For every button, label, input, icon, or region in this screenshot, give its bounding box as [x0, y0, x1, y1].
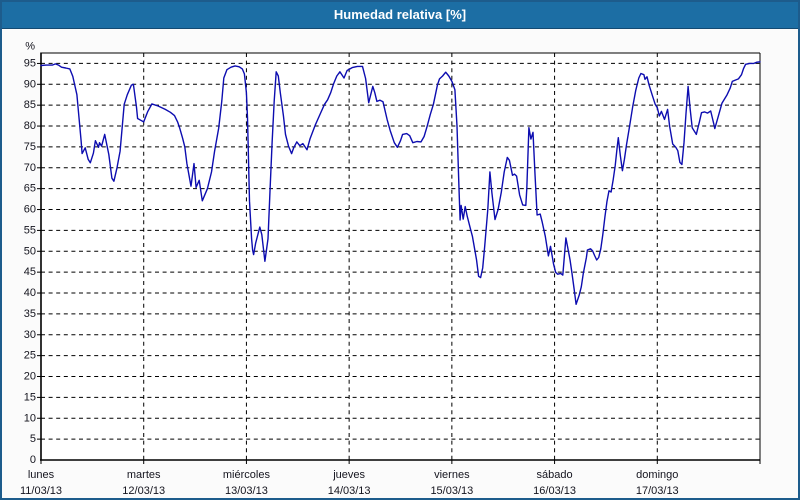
y-tick-label: 25 [24, 350, 36, 362]
y-tick-label: 10 [24, 412, 36, 424]
x-day-name-label: martes [127, 469, 161, 481]
y-tick-label: 45 [24, 266, 36, 278]
y-tick-label: 5 [30, 433, 36, 445]
axis-labels: % 0 5 10 15 20 25 30 35 40 45 50 55 60 65 70 75 80 85 90 95 l… [20, 40, 679, 497]
y-tick-label: 95 [24, 57, 36, 69]
x-day-name-label: sábado [537, 469, 573, 481]
x-day-name-label: viernes [434, 469, 470, 481]
x-day-date-label: 11/03/13 [20, 485, 62, 497]
y-tick-label: 70 [24, 162, 36, 174]
plot-area-wrapper: % 0 5 10 15 20 25 30 35 40 45 50 55 60 65 70 75 80 85 90 95 l… [2, 29, 798, 498]
y-tick-label: 55 [24, 224, 36, 236]
y-tick-label: 40 [24, 287, 36, 299]
y-tick-label: 75 [24, 141, 36, 153]
y-tick-label: 0 [30, 454, 36, 466]
gridlines [37, 53, 761, 464]
humidity-line [40, 61, 761, 305]
y-tick-label: 90 [24, 78, 36, 90]
y-tick-label: 80 [24, 120, 36, 132]
y-tick-label: 65 [24, 183, 36, 195]
y-tick-label: 35 [24, 308, 36, 320]
y-tick-label: 60 [24, 204, 36, 216]
y-tick-label: 20 [24, 371, 36, 383]
y-tick-label: 50 [24, 245, 36, 257]
x-day-date-label: 14/03/13 [328, 485, 371, 497]
x-day-date-label: 15/03/13 [430, 485, 473, 497]
x-day-date-label: 17/03/13 [636, 485, 679, 497]
y-tick-label: 85 [24, 99, 36, 111]
y-tick-label: 30 [24, 329, 36, 341]
x-day-name-label: jueves [332, 469, 365, 481]
x-day-date-label: 16/03/13 [533, 485, 576, 497]
x-day-name-label: lunes [28, 469, 55, 481]
x-day-date-label: 13/03/13 [225, 485, 268, 497]
window-titlebar: Humedad relativa [%] [2, 2, 798, 29]
x-day-date-label: 12/03/13 [122, 485, 165, 497]
window-title: Humedad relativa [%] [333, 7, 467, 22]
x-day-name-label: domingo [636, 469, 678, 481]
y-tick-label: 15 [24, 391, 36, 403]
y-axis-unit-label: % [25, 40, 35, 52]
plot-border [40, 52, 761, 461]
humidity-chart: % 0 5 10 15 20 25 30 35 40 45 50 55 60 65 70 75 80 85 90 95 l… [20, 40, 761, 497]
plot-background [41, 53, 760, 460]
x-day-name-label: miércoles [223, 469, 271, 481]
